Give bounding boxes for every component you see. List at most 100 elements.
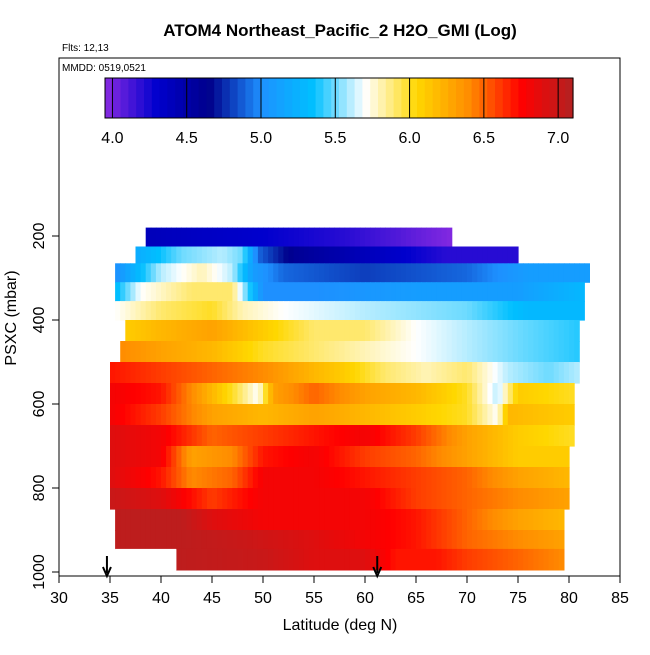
heatmap-cell (543, 425, 550, 447)
heatmap-cell (375, 227, 381, 248)
heatmap-cell (553, 362, 560, 384)
heatmap-cell (252, 425, 259, 447)
heatmap-cell (456, 282, 463, 302)
heatmap-cell (512, 263, 519, 283)
heatmap-cell (431, 548, 437, 571)
heatmap-cell (324, 383, 330, 405)
heatmap-cell (431, 263, 437, 283)
heatmap-cell (298, 263, 305, 283)
heatmap-cell (548, 509, 555, 531)
heatmap-cell (222, 282, 228, 302)
heatmap-cell (477, 383, 483, 405)
heatmap-cell (125, 263, 131, 283)
heatmap-cell (288, 320, 295, 342)
heatmap-cell (344, 425, 351, 447)
heatmap-cell (186, 509, 193, 531)
heatmap-cell (308, 246, 315, 264)
heatmap-cell (461, 446, 468, 468)
flights-label: Flts: 12,13 (62, 43, 109, 54)
heatmap-cell (538, 509, 545, 531)
x-tick-label: 45 (203, 590, 221, 607)
heatmap-cell (161, 467, 167, 489)
x-tick-label: 70 (458, 590, 476, 607)
colorbar-tick-label: 4.5 (176, 130, 198, 147)
heatmap-cell (467, 383, 473, 405)
heatmap-cell (533, 404, 539, 426)
heatmap-cell (482, 404, 488, 426)
heatmap-cell (426, 446, 432, 468)
heatmap-cell (150, 227, 157, 248)
heatmap-cell (553, 341, 560, 363)
heatmap-cell (502, 488, 509, 510)
heatmap-cell (421, 227, 427, 248)
heatmap-cell (538, 362, 545, 384)
heatmap-cell (176, 320, 182, 342)
heatmap-cell (533, 383, 539, 405)
heatmap-cell (359, 282, 366, 302)
heatmap-cell (431, 467, 437, 489)
x-tick-label: 65 (407, 590, 425, 607)
heatmap-cell (303, 246, 310, 264)
heatmap-cell (181, 383, 188, 405)
heatmap-cell (344, 404, 351, 426)
heatmap-cell (497, 282, 504, 302)
heatmap-cell (324, 467, 330, 489)
heatmap-cell (252, 282, 259, 302)
heatmap-cell (385, 341, 392, 363)
heatmap-cell (222, 425, 228, 447)
heatmap-cell (579, 282, 585, 302)
heatmap-cell (456, 467, 463, 489)
heatmap-cell (201, 341, 208, 363)
heatmap-cell (247, 509, 254, 531)
heatmap-cell (385, 509, 392, 531)
heatmap-cell (257, 488, 264, 510)
heatmap-cell (145, 263, 152, 283)
heatmap-cell (569, 425, 575, 447)
heatmap-cell (512, 320, 519, 342)
heatmap-cell (451, 446, 458, 468)
heatmap-cell (130, 282, 137, 302)
heatmap-cell (359, 246, 366, 264)
heatmap-cell (472, 282, 478, 302)
heatmap-cell (263, 282, 269, 302)
heatmap-cell (354, 246, 361, 264)
heatmap-cell (334, 548, 341, 571)
heatmap-cell (405, 282, 412, 302)
heatmap-cell (380, 263, 386, 283)
heatmap-cell (472, 383, 478, 405)
heatmap-cell (288, 383, 295, 405)
heatmap-cell (375, 246, 381, 264)
heatmap-cell (426, 530, 432, 550)
heatmap-cell (569, 341, 575, 363)
heatmap-cell (416, 425, 422, 447)
heatmap-cell (375, 263, 381, 283)
heatmap-cell (201, 362, 208, 384)
heatmap-cell (349, 341, 356, 363)
heatmap-cell (533, 341, 539, 363)
heatmap-cell (548, 383, 555, 405)
heatmap-cell (222, 404, 228, 426)
heatmap-cell (359, 548, 366, 571)
heatmap-cell (115, 467, 121, 489)
heatmap-cell (405, 341, 412, 363)
heatmap-cell (380, 282, 386, 302)
heatmap-cell (533, 488, 539, 510)
x-tick-label: 60 (356, 590, 374, 607)
heatmap-cell (324, 509, 330, 531)
heatmap-cell (227, 509, 233, 531)
heatmap-cell (380, 246, 386, 264)
heatmap-cell (237, 509, 244, 531)
heatmap-cell (196, 488, 203, 510)
heatmap-cell (553, 383, 560, 405)
heatmap-cell (538, 467, 545, 489)
heatmap-cell (257, 425, 264, 447)
heatmap-cell (426, 404, 432, 426)
heatmap-cell (512, 548, 519, 571)
heatmap-cell (477, 488, 483, 510)
heatmap-cell (451, 246, 458, 264)
heatmap-cell (518, 341, 524, 363)
heatmap-cell (467, 404, 473, 426)
heatmap-cell (365, 404, 371, 426)
heatmap-cell (416, 227, 422, 248)
heatmap-cell (324, 530, 330, 550)
